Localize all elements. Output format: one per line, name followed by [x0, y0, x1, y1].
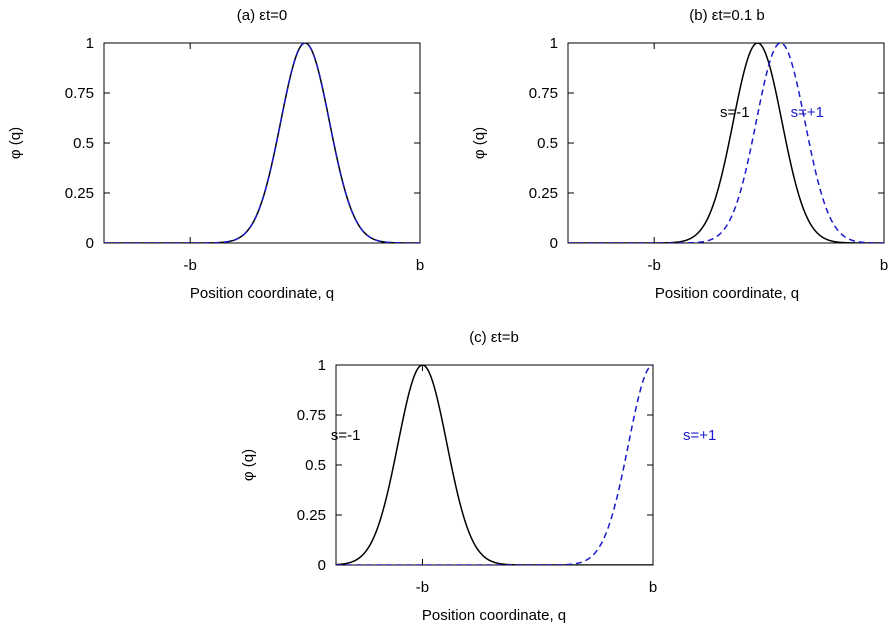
panel-c-plot: 0 0.25 0.5 0.75 1 -b b s=-1 s=+1: [297, 357, 717, 596]
panel-c-series-label-s-plus-1: s=+1: [683, 427, 716, 444]
panel-b-frame: [567, 42, 885, 244]
panel-b-series-label-s-minus-1: s=-1: [720, 104, 750, 121]
panel-c-ytick-label-0: 0: [318, 557, 326, 574]
panel-a-ytick-label-1: 0.25: [65, 185, 94, 202]
panel-a: (a) εt=0 φ (q) Position coordinate, q 00…: [7, 7, 424, 302]
panel-a-xtick-label-1: b: [416, 257, 424, 274]
panel-a-ytick-label-4: 1: [86, 35, 94, 52]
panel-c-xtick-label-1: b: [649, 579, 657, 596]
panel-c-ytick-label-1: 0.25: [297, 507, 326, 524]
panel-c-xtick-label-0: -b: [416, 579, 429, 596]
panel-b-series-s-plus-1-line: [568, 43, 884, 243]
panel-b-title: (b) εt=0.1 b: [689, 7, 764, 24]
panel-c-ytick-label-2: 0.5: [305, 457, 326, 474]
panel-b-xtick-label-0: -b: [648, 257, 661, 274]
panel-c-series-s-plus-1-line: [336, 365, 653, 565]
panel-a-frame: [103, 42, 421, 244]
panel-c-title: (c) εt=b: [469, 329, 519, 346]
panel-b-series-s-minus-1-line: [568, 43, 884, 243]
panel-a-xtick-label-0: -b: [184, 257, 197, 274]
panel-a-xlabel: Position coordinate, q: [190, 285, 334, 302]
panel-a-ylabel: φ (q): [7, 127, 24, 159]
panel-b-plot: 0 0.25 0.5 0.75 1 -b b s=-1 s=+1: [529, 35, 888, 274]
panel-a-ytick-label-3: 0.75: [65, 85, 94, 102]
panel-b-xlabel: Position coordinate, q: [655, 285, 799, 302]
panel-b-series-label-s-plus-1: s=+1: [791, 104, 824, 121]
panel-a-series-s-plus-1-line: [104, 43, 420, 243]
panel-b-ytick-label-3: 0.75: [529, 85, 558, 102]
panel-b-ylabel: φ (q): [471, 127, 488, 159]
panel-b-ytick-label-2: 0.5: [537, 135, 558, 152]
panel-c-series-s-minus-1-line: [336, 365, 653, 565]
panel-b-ytick-label-0: 0: [550, 235, 558, 252]
panel-c-xlabel: Position coordinate, q: [422, 607, 566, 624]
panel-b-ytick-label-1: 0.25: [529, 185, 558, 202]
panel-a-title: (a) εt=0: [237, 7, 287, 24]
panel-c: (c) εt=b φ (q) Position coordinate, q 00…: [240, 329, 716, 624]
panel-a-series-s-minus-1-line: [104, 43, 420, 243]
panel-a-plot: 0 0.25 0.5 0.75 1 -b b: [65, 35, 424, 274]
panel-c-series-label-s-minus-1: s=-1: [331, 427, 361, 444]
panel-b-ytick-label-4: 1: [550, 35, 558, 52]
panel-c-ytick-label-4: 1: [318, 357, 326, 374]
panel-b: (b) εt=0.1 b φ (q) Position coordinate, …: [471, 7, 888, 302]
panel-c-ytick-label-3: 0.75: [297, 407, 326, 424]
panel-b-xtick-label-1: b: [880, 257, 888, 274]
panel-a-ytick-label-0: 0: [86, 235, 94, 252]
panel-c-ylabel: φ (q): [240, 449, 257, 481]
panel-a-ytick-label-2: 0.5: [73, 135, 94, 152]
